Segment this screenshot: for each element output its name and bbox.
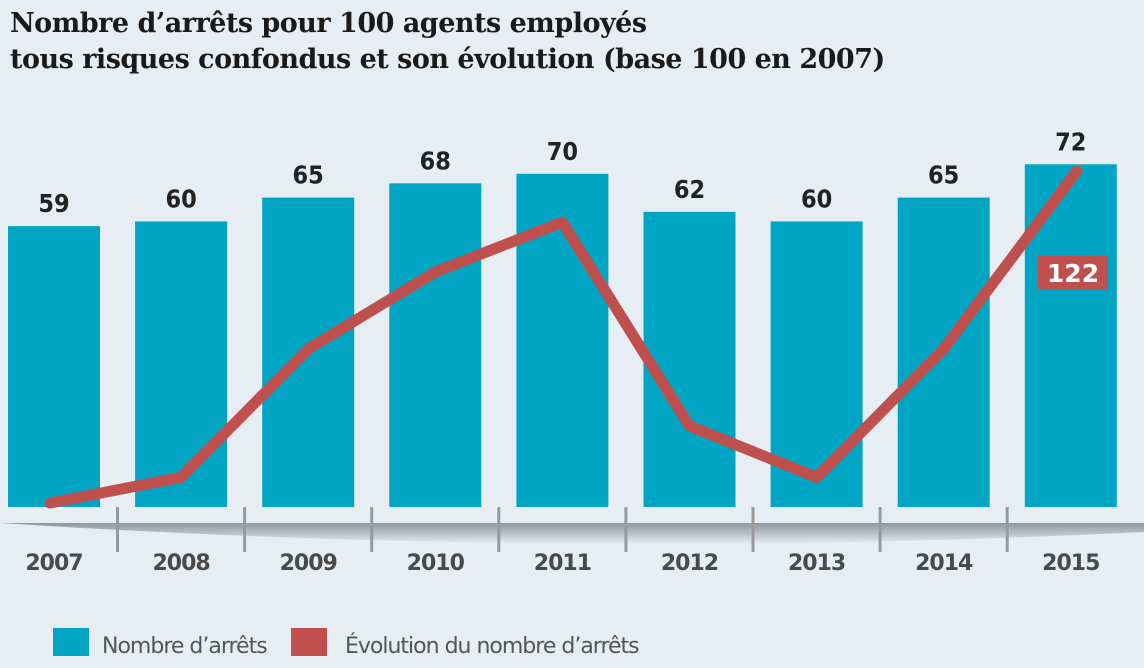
legend-swatch-line xyxy=(291,628,327,656)
bar-value-2008: 60 xyxy=(165,184,196,213)
x-tick-label-2010: 2010 xyxy=(407,551,465,576)
line-value-label: 122 xyxy=(1047,259,1099,288)
bar-value-2013: 60 xyxy=(801,184,832,213)
axis-baseline xyxy=(0,523,1144,545)
x-tick-label-2014: 2014 xyxy=(915,551,973,576)
x-tick-label-2007: 2007 xyxy=(25,551,82,576)
bar-value-2015: 72 xyxy=(1055,127,1086,156)
bar-2012 xyxy=(643,211,736,507)
bar-value-2012: 62 xyxy=(674,175,705,204)
bar-2008 xyxy=(135,221,228,507)
x-tick-label-2011: 2011 xyxy=(534,551,591,576)
legend-label-line: Évolution du nombre d’arrêts xyxy=(345,633,639,659)
legend-swatch-bars xyxy=(53,628,89,656)
bar-value-2007: 59 xyxy=(38,189,69,218)
bar-2010 xyxy=(389,183,482,507)
chart-title-line1: Nombre d’arrêts pour 100 agents employés xyxy=(10,8,647,39)
bar-value-2009: 65 xyxy=(293,161,324,190)
chart-subtitle: tous risques confondus et son évolution … xyxy=(10,44,885,75)
bar-value-2010: 68 xyxy=(420,146,451,175)
x-tick-label-2008: 2008 xyxy=(152,551,209,576)
x-tick-label-2009: 2009 xyxy=(280,551,337,576)
bar-value-2011: 70 xyxy=(547,137,578,166)
x-tick-label-2013: 2013 xyxy=(788,551,845,576)
bar-2007 xyxy=(8,226,100,507)
legend: Nombre d’arrêts Évolution du nombre d’ar… xyxy=(53,628,640,659)
legend-label-bars: Nombre d’arrêts xyxy=(102,634,267,659)
x-tick-label-2015: 2015 xyxy=(1042,551,1099,576)
bar-value-2014: 65 xyxy=(928,161,959,190)
chart-title: Nombre d’arrêts pour 100 agents employés… xyxy=(10,6,885,78)
x-tick-label-2012: 2012 xyxy=(661,551,718,576)
line-value-label-box xyxy=(1038,256,1108,290)
